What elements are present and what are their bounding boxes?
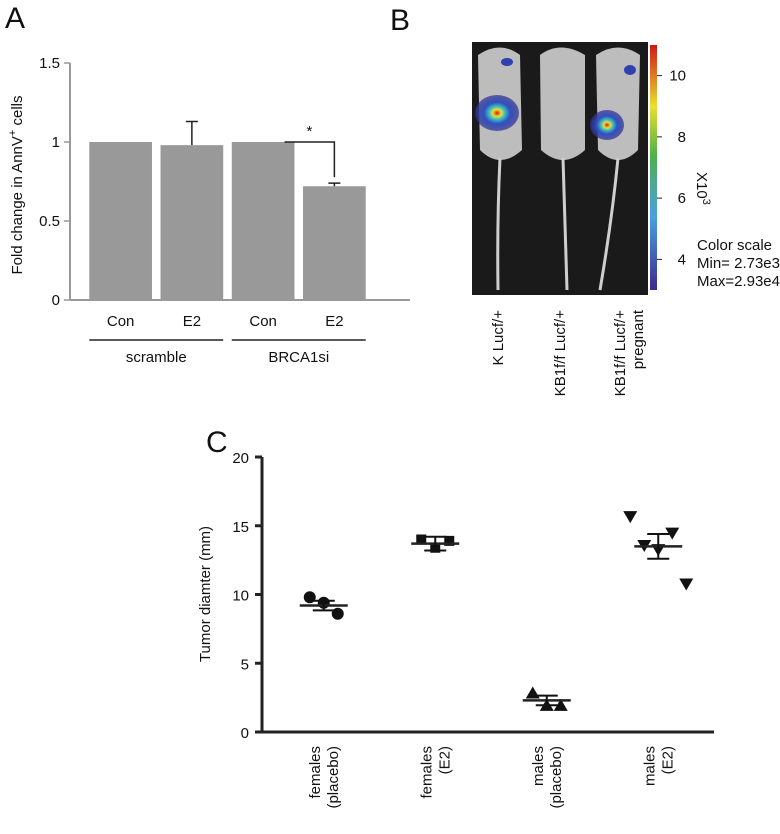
y-axis-label: Tumor diamter (mm) xyxy=(197,526,214,662)
x-tick-label: males xyxy=(641,746,658,786)
x-tick-label: (E2) xyxy=(659,746,676,774)
bar xyxy=(160,145,224,300)
x-tick-label: E2 xyxy=(183,313,201,330)
sem-bar xyxy=(647,533,670,560)
data-point xyxy=(525,686,540,699)
sample-label: KB1f/f Lucf/+ xyxy=(612,310,629,397)
x-tick-label: E2 xyxy=(325,313,343,330)
colorbar-label-base: X10 xyxy=(693,172,710,199)
data-point xyxy=(416,534,427,545)
bar xyxy=(89,142,152,300)
y-label-part: Fold change in AnnV xyxy=(9,136,26,274)
x-tick-label: (E2) xyxy=(436,746,453,774)
colorbar-label-exp: 3 xyxy=(700,199,712,205)
x-tick-label: (placebo) xyxy=(548,746,565,809)
x-tick-label: males xyxy=(530,746,547,786)
data-point xyxy=(665,527,680,540)
x-tick-label: (placebo) xyxy=(325,746,342,809)
y-tick-label: 15 xyxy=(232,519,249,536)
colorbar-note: Max=2.93e4 xyxy=(697,273,780,290)
significance-bracket xyxy=(284,141,336,178)
significance-star: * xyxy=(307,123,313,140)
panel-label: A xyxy=(5,2,25,35)
group-label: scramble xyxy=(126,349,187,366)
colorbar xyxy=(650,45,657,290)
colorbar-tick-label: 6 xyxy=(678,190,686,207)
bar xyxy=(231,142,295,300)
y-tick-label: 0 xyxy=(241,725,249,742)
y-tick-label: 1 xyxy=(52,134,60,151)
sem-bar xyxy=(312,599,335,612)
data-point xyxy=(553,698,568,711)
sem-bar xyxy=(535,694,558,707)
x-tick-label: females xyxy=(307,746,324,799)
sample-label: pregnant xyxy=(630,309,647,369)
y-tick-label: 20 xyxy=(232,450,249,467)
y-label-part: cells xyxy=(9,95,26,129)
colorbar-note: Color scale xyxy=(697,237,772,254)
y-axis-label: Fold change in AnnV+ cells xyxy=(7,95,26,274)
y-tick-label: 10 xyxy=(232,588,249,605)
data-point xyxy=(679,578,694,591)
x-tick-label: Con xyxy=(249,313,277,330)
y-tick-label: 5 xyxy=(241,656,249,673)
y-tick-label: 0.5 xyxy=(39,213,60,230)
colorbar-tick-label: 8 xyxy=(678,129,686,146)
panel-label: B xyxy=(390,4,410,37)
x-tick-label: Con xyxy=(107,313,135,330)
panel-label: C xyxy=(206,426,228,459)
colorbar-tick-label: 4 xyxy=(678,251,686,268)
y-label-part: + xyxy=(7,130,19,136)
error-bar xyxy=(328,182,341,187)
colorbar-label: X103 xyxy=(693,172,712,205)
group-label: BRCA1si xyxy=(268,349,329,366)
x-tick-label: females xyxy=(418,746,435,799)
mouse-image xyxy=(472,42,657,295)
y-tick-label: 0 xyxy=(52,292,60,309)
bar xyxy=(303,186,366,300)
sample-label: KB1f/f Lucf/+ xyxy=(552,310,569,397)
data-point xyxy=(623,511,638,524)
sem-bar xyxy=(424,535,447,552)
y-tick-label: 1.5 xyxy=(39,55,60,72)
sample-label: K Lucf/+ xyxy=(490,310,507,366)
colorbar-note: Min= 2.73e3 xyxy=(697,255,780,272)
colorbar-tick-label: 10 xyxy=(669,68,686,85)
error-bar xyxy=(185,120,198,146)
